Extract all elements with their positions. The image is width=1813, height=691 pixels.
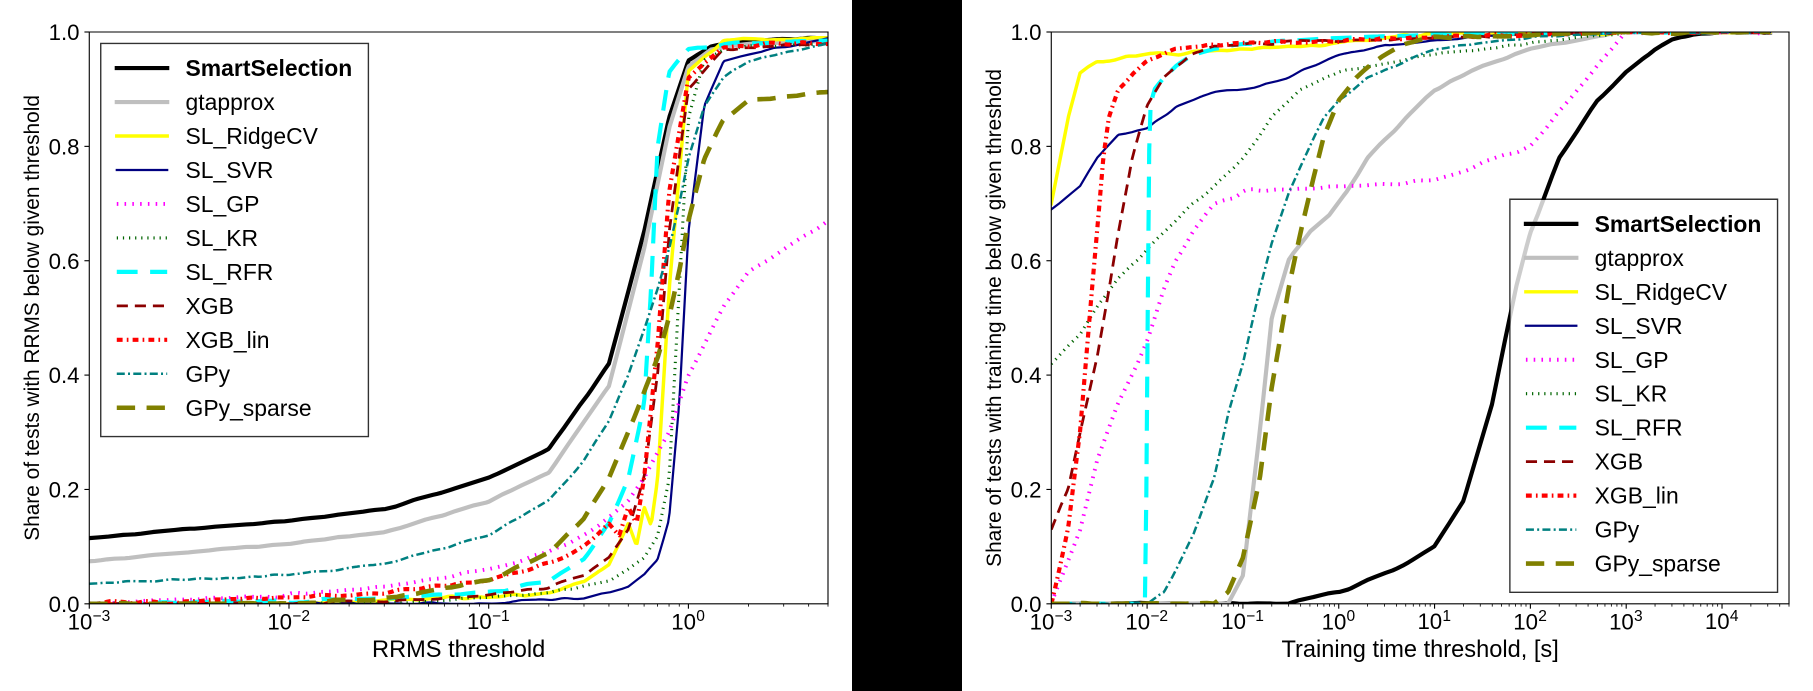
svg-text:1 0 0: 1 0 0 xyxy=(1322,608,1356,634)
svg-text:1.0: 1.0 xyxy=(1011,20,1042,45)
svg-text:SmartSelection: SmartSelection xyxy=(186,55,353,81)
svg-text:Training time threshold, [s]: Training time threshold, [s] xyxy=(1281,637,1558,663)
svg-text:1 0 4: 1 0 4 xyxy=(1705,608,1739,634)
svg-text:RRMS threshold: RRMS threshold xyxy=(372,637,545,663)
svg-text:0.8: 0.8 xyxy=(49,134,80,159)
svg-text:XGB: XGB xyxy=(186,293,234,319)
svg-text:SL_RidgeCV: SL_RidgeCV xyxy=(1595,279,1728,305)
svg-text:0.0: 0.0 xyxy=(49,592,80,617)
svg-text:SL_RidgeCV: SL_RidgeCV xyxy=(186,123,319,149)
svg-text:XGB: XGB xyxy=(1595,449,1643,475)
svg-text:GPy_sparse: GPy_sparse xyxy=(186,395,312,421)
svg-text:Share of tests with RRMS below: Share of tests with RRMS below given thr… xyxy=(21,95,44,541)
svg-text:SL_KR: SL_KR xyxy=(186,225,259,251)
svg-text:gtapprox: gtapprox xyxy=(1595,245,1685,271)
svg-text:gtapprox: gtapprox xyxy=(186,89,276,115)
svg-text:0.2: 0.2 xyxy=(1011,478,1042,503)
svg-text:GPy_sparse: GPy_sparse xyxy=(1595,551,1721,577)
svg-text:SL_GP: SL_GP xyxy=(186,191,260,217)
svg-text:XGB_lin: XGB_lin xyxy=(186,327,270,353)
svg-text:0.4: 0.4 xyxy=(1011,363,1042,388)
svg-text:1 0 0: 1 0 0 xyxy=(671,608,705,634)
svg-text:0.2: 0.2 xyxy=(49,478,80,503)
svg-text:0.8: 0.8 xyxy=(1011,134,1042,159)
svg-text:0.6: 0.6 xyxy=(1011,249,1042,274)
svg-text:1.0: 1.0 xyxy=(49,20,80,45)
svg-text:0.4: 0.4 xyxy=(49,363,80,388)
svg-text:SL_SVR: SL_SVR xyxy=(186,157,274,183)
svg-text:GPy: GPy xyxy=(1595,517,1640,543)
svg-text:SL_GP: SL_GP xyxy=(1595,347,1669,373)
svg-text:SmartSelection: SmartSelection xyxy=(1595,211,1762,237)
svg-text:1 0 3: 1 0 3 xyxy=(1609,608,1643,634)
svg-text:Share of tests with training t: Share of tests with training time below … xyxy=(983,69,1006,567)
svg-text:SL_SVR: SL_SVR xyxy=(1595,313,1683,339)
svg-text:1 0 1: 1 0 1 xyxy=(1417,608,1451,634)
svg-text:SL_RFR: SL_RFR xyxy=(1595,415,1683,441)
svg-text:GPy: GPy xyxy=(186,361,231,387)
svg-text:1 0 2: 1 0 2 xyxy=(1513,608,1547,634)
svg-text:XGB_lin: XGB_lin xyxy=(1595,483,1679,509)
svg-text:0.6: 0.6 xyxy=(49,249,80,274)
svg-text:SL_KR: SL_KR xyxy=(1595,381,1668,407)
svg-text:0.0: 0.0 xyxy=(1011,592,1042,617)
svg-text:SL_RFR: SL_RFR xyxy=(186,259,274,285)
